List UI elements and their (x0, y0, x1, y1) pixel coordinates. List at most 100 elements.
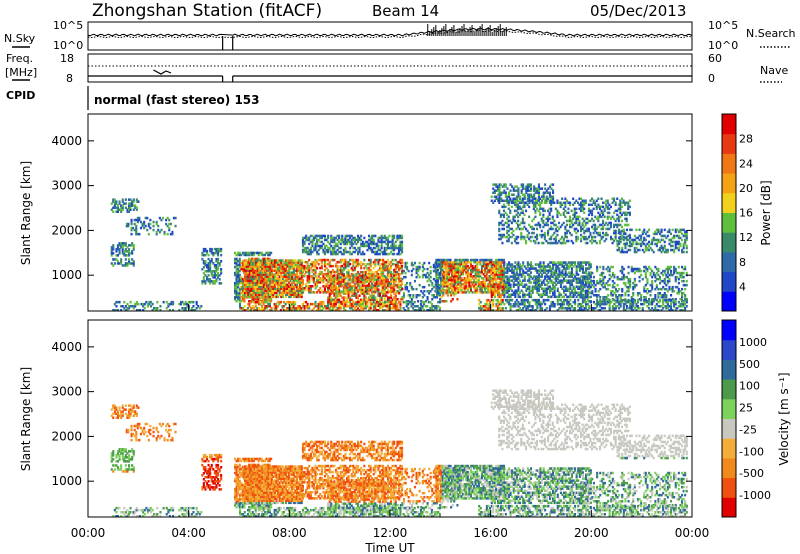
power-cell (375, 280, 378, 283)
power-cell (250, 291, 253, 294)
power-cell (126, 208, 129, 211)
power-cell (462, 264, 465, 268)
power-cell (333, 238, 336, 242)
power-cell (352, 276, 355, 279)
power-cell (401, 240, 404, 244)
power-cell (477, 283, 480, 286)
power-cell (113, 200, 116, 203)
power-cell (291, 287, 294, 290)
power-cell (341, 280, 344, 283)
power-cell (311, 250, 314, 254)
power-cell (255, 285, 258, 288)
power-cell (152, 228, 155, 232)
power-cell (435, 283, 438, 286)
power-cell (530, 261, 533, 264)
power-cell (521, 199, 524, 202)
power-cell (272, 277, 275, 280)
power-cell (347, 284, 350, 287)
power-cell (380, 274, 383, 277)
power-cell (372, 277, 375, 280)
power-cell (525, 283, 528, 286)
power-cell (466, 264, 469, 268)
power-cell (520, 233, 523, 237)
power-cell (536, 275, 539, 278)
power-cell (484, 281, 487, 284)
power-cell (292, 261, 295, 264)
power-cell (396, 265, 399, 269)
power-cell (608, 203, 611, 206)
power-cell (455, 285, 458, 288)
power-cell (347, 240, 350, 244)
power-cell (383, 234, 386, 238)
power-cell (484, 275, 487, 278)
power-cell (286, 293, 289, 296)
power-cell (314, 272, 317, 276)
power-cell (517, 211, 520, 215)
power-cell (556, 209, 559, 213)
power-cell (442, 294, 445, 297)
power-cell (247, 269, 250, 272)
power-cell (386, 252, 389, 256)
power-cell (338, 260, 341, 264)
power-cell (319, 279, 322, 282)
power-cell (299, 295, 302, 299)
power-cell (116, 309, 119, 312)
power-cell (316, 260, 319, 264)
power-cell (404, 265, 407, 269)
power-cell (278, 291, 281, 294)
power-cell (506, 289, 509, 292)
power-cell (371, 289, 374, 292)
power-cell (235, 294, 238, 297)
power-cell (369, 260, 372, 264)
power-cell (380, 284, 383, 287)
power-cell (473, 281, 476, 284)
power-cell (372, 279, 375, 282)
power-cell (499, 285, 502, 288)
power-cell (342, 292, 345, 295)
power-cell (444, 260, 447, 264)
power-cell (213, 276, 216, 279)
power-cell (323, 260, 326, 264)
power-cell (492, 291, 495, 294)
power-cell (567, 219, 570, 223)
power-cell (258, 265, 261, 268)
power-cell (334, 277, 337, 280)
power-cell (295, 289, 298, 292)
power-cell (396, 277, 399, 280)
power-cell (393, 246, 396, 250)
power-cell (244, 263, 247, 266)
power-cell (255, 289, 258, 292)
power-cell (543, 223, 546, 227)
power-cell (371, 242, 374, 246)
power-cell (492, 287, 495, 290)
power-cell (613, 229, 616, 233)
power-cell (519, 295, 522, 299)
power-cell (121, 250, 124, 253)
power-cell (542, 233, 545, 237)
power-cell (286, 261, 289, 264)
power-cell (147, 232, 150, 236)
power-cell (364, 280, 367, 283)
power-cell (393, 274, 396, 277)
power-cell (344, 288, 347, 291)
power-cell (548, 201, 551, 204)
power-cell (113, 198, 116, 201)
power-cell (360, 264, 363, 268)
power-cell (569, 215, 572, 219)
power-cell (379, 252, 382, 256)
power-cell (436, 260, 439, 264)
power-cell (479, 270, 482, 274)
power-cell (195, 307, 198, 310)
power-cell (537, 183, 540, 186)
power-cell (267, 295, 270, 299)
power-cell (278, 259, 281, 262)
power-cell (437, 294, 440, 297)
power-cell (360, 286, 363, 289)
power-cell (512, 201, 515, 204)
power-cell (248, 251, 251, 255)
power-cell (499, 258, 502, 262)
power-cell (323, 246, 326, 250)
power-cell (519, 273, 522, 276)
power-cell (209, 264, 212, 267)
power-cell (238, 257, 241, 261)
